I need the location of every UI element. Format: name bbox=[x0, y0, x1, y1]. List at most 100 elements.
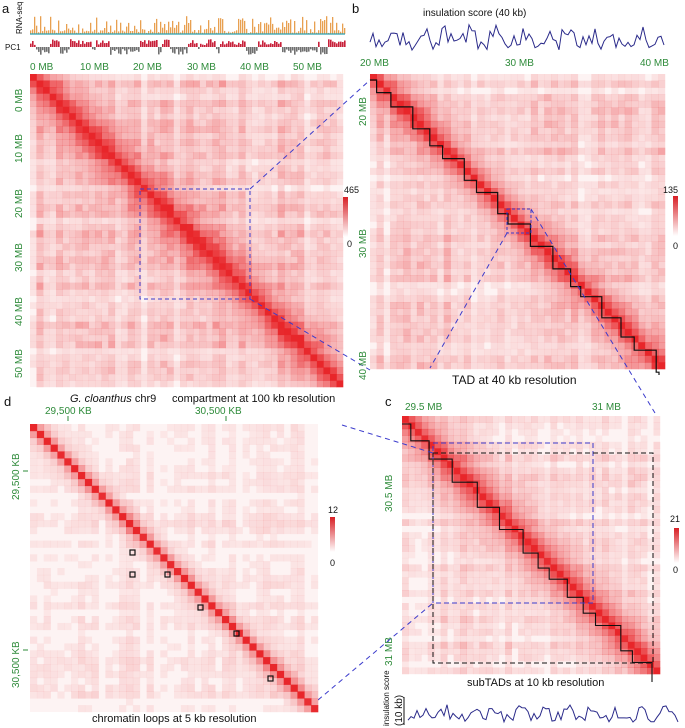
heatmap-cell bbox=[245, 210, 252, 218]
heatmap-cell bbox=[69, 217, 76, 225]
heatmap-cell bbox=[212, 282, 220, 290]
heatmap-cell bbox=[497, 295, 505, 303]
heatmap-cell bbox=[505, 499, 512, 507]
heatmap-cell bbox=[56, 165, 63, 173]
pc1-positive-bar bbox=[96, 40, 98, 47]
heatmap-cell bbox=[88, 217, 96, 225]
heatmap-cell bbox=[69, 100, 76, 107]
heatmap-cell bbox=[576, 454, 583, 462]
heatmap-cell bbox=[408, 499, 416, 507]
heatmap-cell bbox=[271, 210, 279, 218]
heatmap-cell bbox=[232, 132, 239, 140]
heatmap-cell bbox=[571, 288, 579, 296]
heatmap-cell bbox=[651, 120, 659, 128]
heatmap-cell bbox=[153, 230, 161, 238]
heatmap-cell bbox=[470, 335, 478, 343]
heatmap-cell bbox=[551, 248, 558, 256]
heatmap-cell bbox=[618, 302, 626, 309]
heatmap-cell bbox=[530, 322, 538, 330]
heatmap-cell bbox=[147, 250, 155, 257]
heatmap-cell bbox=[121, 113, 129, 120]
heatmap-cell bbox=[330, 152, 337, 160]
heatmap-cell bbox=[75, 302, 83, 309]
heatmap-cell bbox=[121, 178, 129, 186]
heatmap-cell bbox=[114, 80, 122, 88]
heatmap-cell bbox=[199, 119, 207, 127]
pc1-negative-bar bbox=[114, 47, 116, 51]
heatmap-cell bbox=[627, 428, 635, 436]
heatmap-cell bbox=[297, 197, 305, 205]
heatmap-cell bbox=[140, 380, 148, 388]
heatmap-cell bbox=[376, 302, 384, 309]
heatmap-cell bbox=[180, 256, 187, 264]
heatmap-cell bbox=[186, 171, 194, 179]
heatmap-cell bbox=[518, 428, 525, 436]
heatmap-cell bbox=[437, 94, 444, 102]
panel-a-zoom-box bbox=[139, 188, 251, 300]
heatmap-cell bbox=[43, 341, 50, 349]
heatmap-cell bbox=[505, 435, 512, 443]
heatmap-cell bbox=[277, 126, 285, 133]
heatmap-cell bbox=[212, 80, 220, 88]
heatmap-cell bbox=[490, 80, 498, 88]
heatmap-cell bbox=[323, 289, 331, 296]
heatmap-cell bbox=[297, 93, 305, 101]
heatmap-cell bbox=[376, 275, 384, 283]
heatmap-cell bbox=[251, 374, 259, 381]
heatmap-cell bbox=[457, 208, 465, 216]
rna-seq-bar bbox=[302, 16, 304, 34]
heatmap-cell bbox=[443, 221, 451, 229]
heatmap-cell bbox=[497, 80, 505, 88]
heatmap-cell bbox=[121, 80, 129, 88]
heatmap-cell bbox=[297, 152, 305, 160]
heatmap-cell bbox=[121, 106, 129, 114]
heatmap-cell bbox=[336, 276, 344, 283]
heatmap-cell bbox=[264, 276, 272, 283]
heatmap-cell bbox=[416, 120, 424, 128]
heatmap-cell bbox=[569, 428, 577, 436]
panel-b-color-scale bbox=[673, 196, 678, 236]
heatmap-cell bbox=[310, 165, 318, 173]
heatmap-cell bbox=[423, 342, 431, 350]
heatmap-cell bbox=[517, 261, 525, 269]
rna-seq-bar bbox=[330, 22, 332, 34]
heatmap-cell bbox=[450, 281, 458, 289]
heatmap-cell bbox=[498, 441, 506, 449]
heatmap-cell bbox=[336, 113, 344, 120]
heatmap-cell bbox=[638, 167, 646, 175]
heatmap-cell bbox=[370, 315, 377, 323]
heatmap-cell bbox=[284, 263, 292, 270]
heatmap-cell bbox=[463, 241, 471, 249]
heatmap-cell bbox=[212, 328, 220, 336]
heatmap-cell bbox=[82, 256, 89, 264]
heatmap-cell bbox=[82, 380, 89, 388]
heatmap-cell bbox=[160, 126, 168, 133]
heatmap-cell bbox=[75, 263, 83, 270]
heatmap-cell bbox=[245, 321, 252, 329]
heatmap-cell bbox=[598, 127, 605, 135]
heatmap-cell bbox=[264, 243, 272, 251]
heatmap-cell bbox=[505, 493, 512, 501]
heatmap-cell bbox=[457, 107, 465, 115]
heatmap-cell bbox=[618, 114, 626, 122]
heatmap-cell bbox=[330, 93, 337, 101]
heatmap-cell bbox=[258, 119, 265, 127]
heatmap-cell bbox=[75, 237, 83, 244]
heatmap-cell bbox=[402, 441, 409, 449]
pc1-negative-bar bbox=[316, 47, 318, 53]
heatmap-cell bbox=[651, 288, 659, 296]
heatmap-cell bbox=[323, 145, 331, 153]
heatmap-cell bbox=[127, 152, 135, 160]
heatmap-cell bbox=[383, 167, 391, 175]
heatmap-cell bbox=[510, 255, 518, 262]
heatmap-cell bbox=[595, 480, 603, 488]
heatmap-cell bbox=[440, 435, 448, 443]
heatmap-cell bbox=[147, 145, 155, 153]
heatmap-cell bbox=[550, 493, 558, 501]
heatmap-cell bbox=[95, 328, 102, 336]
heatmap-cell bbox=[460, 486, 467, 494]
heatmap-cell bbox=[443, 114, 451, 122]
heatmap-cell bbox=[166, 210, 174, 218]
heatmap-cell bbox=[173, 184, 181, 192]
heatmap-cell bbox=[199, 321, 207, 329]
